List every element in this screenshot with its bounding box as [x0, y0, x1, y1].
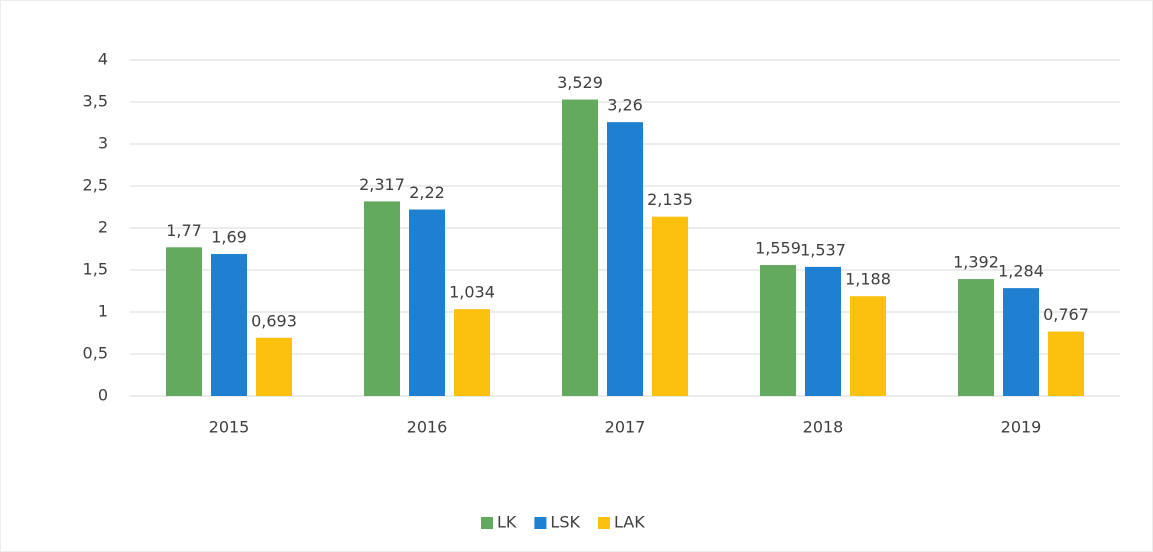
legend-swatch [534, 517, 547, 529]
x-tick-label: 2017 [605, 418, 646, 437]
y-tick-label: 0,5 [83, 344, 108, 363]
bar [409, 209, 445, 396]
legend-label: LAK [614, 513, 645, 532]
data-label: 1,69 [211, 228, 247, 247]
y-tick-label: 4 [98, 50, 108, 69]
data-label: 2,22 [409, 183, 445, 202]
data-label: 1,034 [449, 283, 495, 302]
bar [364, 201, 400, 396]
y-tick-label: 3 [98, 134, 108, 153]
bar [1048, 331, 1084, 396]
legend-swatch [481, 517, 493, 529]
data-label: 2,135 [647, 190, 693, 209]
bar [850, 296, 886, 396]
bar [166, 247, 202, 396]
x-tick-label: 2019 [1001, 418, 1042, 437]
data-label: 1,284 [998, 262, 1044, 281]
bar [211, 254, 247, 396]
y-tick-label: 1 [98, 302, 108, 321]
y-tick-label: 2 [98, 218, 108, 237]
data-label: 1,392 [953, 253, 999, 272]
x-tick-label: 2015 [209, 418, 250, 437]
y-tick-label: 1,5 [83, 260, 108, 279]
legend-label: LSK [550, 513, 580, 532]
data-label: 1,559 [755, 239, 801, 258]
data-label: 1,188 [845, 270, 891, 289]
bar [958, 279, 994, 396]
legend-label: LK [497, 513, 517, 532]
data-label: 1,537 [800, 240, 846, 259]
y-tick-label: 0 [98, 386, 108, 405]
bar [1003, 288, 1039, 396]
bar [256, 337, 292, 396]
data-label: 2,317 [359, 175, 405, 194]
bar [454, 309, 490, 396]
data-label: 3,26 [607, 96, 643, 115]
bar [652, 216, 688, 396]
legend-swatch [597, 517, 610, 529]
bar [607, 122, 643, 396]
y-tick-label: 2,5 [83, 176, 108, 195]
data-label: 1,77 [166, 221, 202, 240]
x-tick-label: 2018 [803, 418, 844, 437]
bar [562, 99, 598, 397]
data-label: 0,767 [1043, 305, 1089, 324]
data-label: 3,529 [557, 73, 603, 92]
y-tick-label: 3,5 [83, 92, 108, 111]
x-tick-label: 2016 [407, 418, 448, 437]
bar [805, 266, 841, 396]
data-label: 0,693 [251, 311, 297, 330]
bar [760, 265, 796, 396]
